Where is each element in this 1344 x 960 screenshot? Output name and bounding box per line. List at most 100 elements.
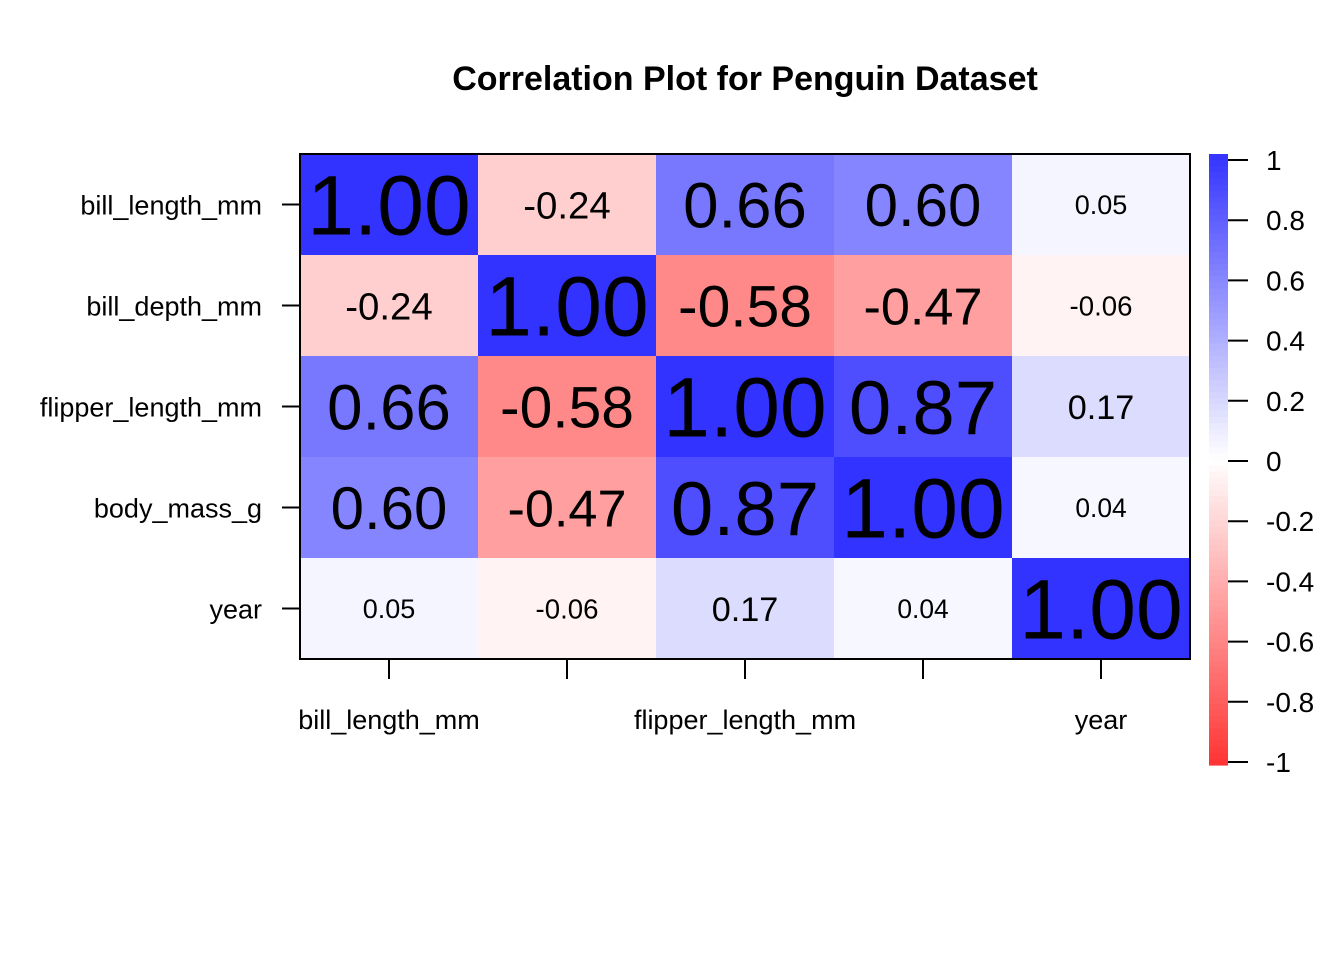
heatmap-cell [1012, 356, 1191, 458]
legend-tick-label: 0 [1266, 446, 1282, 477]
legend-gradient-segment [1209, 380, 1228, 387]
heatmap-cell [1012, 255, 1191, 357]
legend-gradient-segment [1209, 282, 1228, 290]
legend-gradient-segment [1209, 300, 1228, 308]
chart-title: Correlation Plot for Penguin Dataset [452, 60, 1038, 98]
heatmap-cell [300, 154, 479, 256]
legend-gradient-segment [1209, 502, 1228, 509]
legend-gradient-segment [1209, 526, 1228, 534]
legend-gradient-segment [1209, 337, 1228, 345]
legend-gradient-segment [1209, 392, 1228, 399]
legend-gradient-segment [1209, 477, 1228, 485]
x-axis: bill_length_mm flipper_length_mm year [298, 659, 1127, 735]
legend-gradient-segment [1209, 343, 1228, 351]
legend-gradient-segment [1209, 294, 1228, 302]
legend-gradient-segment [1209, 312, 1228, 320]
legend-gradient-segment [1209, 630, 1228, 638]
legend-tick-label: -0.6 [1266, 627, 1314, 658]
legend-gradient-segment [1209, 606, 1228, 613]
legend-gradient-segment [1209, 722, 1228, 729]
heatmap-cells [300, 154, 1191, 660]
heatmap-cell [834, 255, 1013, 357]
legend-gradient-segment [1209, 367, 1228, 375]
legend-tick-label: -0.2 [1266, 506, 1314, 537]
legend-gradient-segment [1209, 349, 1228, 357]
x-axis-tick-label: year [1075, 705, 1128, 735]
legend-gradient-segment [1209, 496, 1228, 503]
heatmap-cell-label: 0.05 [1075, 190, 1128, 220]
legend-tick-label: 0.6 [1266, 265, 1305, 296]
legend-gradient-segment [1209, 758, 1228, 766]
legend-gradient-segment [1209, 398, 1228, 406]
legend-gradient-segment [1209, 648, 1228, 656]
legend-gradient-segment [1209, 422, 1228, 430]
x-axis-tick-label: bill_length_mm [298, 705, 480, 735]
x-axis-tick-label: flipper_length_mm [634, 705, 856, 735]
legend-gradient-segment [1209, 318, 1228, 326]
legend-gradient-segment [1209, 184, 1228, 192]
heatmap-cell-label: -0.47 [864, 278, 983, 336]
heatmap-cell-label: -0.58 [678, 275, 812, 340]
legend-gradient-segment [1209, 355, 1228, 363]
legend-gradient-segment [1209, 404, 1228, 412]
legend-gradient-segment [1209, 563, 1228, 571]
legend-gradient-segment [1209, 245, 1228, 253]
legend-gradient-segment [1209, 703, 1228, 711]
legend-gradient-segment [1209, 508, 1228, 516]
heatmap-cell [656, 255, 835, 357]
legend-gradient-segment [1209, 270, 1228, 277]
y-axis-tick-label: bill_depth_mm [86, 292, 262, 322]
color-legend: 1 0.8 0.6 0.4 0.2 0 -0.2 -0.4 -0.6 -0.8 -1 [1209, 145, 1314, 778]
legend-gradient-segment [1209, 624, 1228, 632]
heatmap-cell-labels: 1.00 -0.24 0.66 0.60 0.05 -0.24 1.00 -0.58 -0.47… [307, 159, 1183, 657]
legend-gradient-segment [1209, 490, 1228, 497]
heatmap-cell [478, 154, 657, 256]
heatmap-cell [478, 457, 657, 559]
legend-gradient-segment [1209, 728, 1228, 736]
y-axis: bill_length_mm bill_depth_mm flipper_lengt… [40, 191, 300, 625]
y-axis-tick-label: body_mass_g [94, 494, 262, 524]
heatmap-cell-label: 0.17 [712, 591, 779, 629]
legend-gradient-segment [1209, 538, 1228, 546]
heatmap-cell-label: 0.04 [897, 594, 948, 624]
legend-gradient-segment [1209, 740, 1228, 748]
legend-gradient-segment [1209, 166, 1228, 173]
legend-gradient-segment [1209, 685, 1228, 693]
heatmap-cell-label: 0.87 [671, 467, 819, 552]
heatmap-cell [478, 255, 657, 357]
heatmap-cell [656, 558, 835, 660]
heatmap-cell-label: 0.17 [1068, 389, 1135, 427]
legend-gradient-segment [1209, 716, 1228, 723]
heatmap-cell-label: 1.00 [485, 260, 649, 354]
heatmap-cell [656, 154, 835, 256]
legend-gradient-segment [1209, 251, 1228, 259]
legend-gradient-segment [1209, 160, 1228, 167]
legend-gradient-segment [1209, 447, 1228, 454]
y-axis-tick-label: bill_length_mm [80, 191, 262, 221]
legend-gradient-segment [1209, 667, 1228, 674]
legend-gradient-segment [1209, 581, 1228, 589]
heatmap-cell-label: 1.00 [663, 361, 827, 455]
legend-gradient-segment [1209, 410, 1228, 418]
legend-gradient-segment [1209, 202, 1228, 210]
legend-gradient-segment [1209, 257, 1228, 265]
heatmap-cell [300, 255, 479, 357]
heatmap-cell [300, 457, 479, 559]
legend-gradient-segment [1209, 196, 1228, 204]
heatmap-cell [656, 356, 835, 458]
legend-gradient-segment [1209, 306, 1228, 314]
legend-gradient-segment [1209, 215, 1228, 222]
legend-gradient-segment [1209, 710, 1228, 717]
legend-gradient-segment [1209, 587, 1228, 595]
legend-gradient-segment [1209, 520, 1228, 528]
y-axis-tick-label: flipper_length_mm [40, 393, 262, 423]
legend-tick-label: -0.8 [1266, 687, 1314, 718]
heatmap-cell [1012, 558, 1191, 660]
legend-gradient-segment [1209, 428, 1228, 436]
legend-tick-label: -1 [1266, 747, 1291, 778]
legend-gradient-segment [1209, 459, 1228, 467]
legend-tick-label: 0.2 [1266, 386, 1305, 417]
legend-gradient-segment [1209, 600, 1228, 607]
legend-gradient-segment [1209, 227, 1228, 235]
